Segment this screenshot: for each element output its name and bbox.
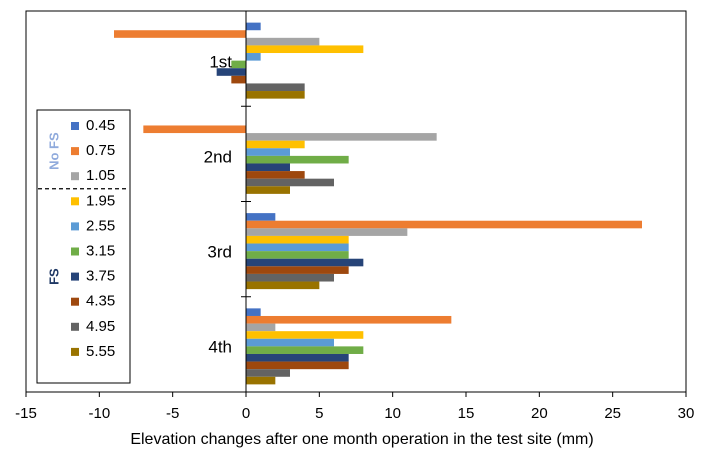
x-tick-label: 5 — [315, 405, 323, 422]
bar-3rd-0.75 — [246, 220, 642, 229]
bar-1st-4.35 — [231, 75, 246, 84]
axes-layer: 1st 2nd 3rd 4th -15 -10 -5 0 5 10 15 20 25 30 Elevatio… — [15, 10, 695, 448]
bar-4th-4.35 — [246, 361, 349, 370]
bar-2nd-1.05 — [246, 133, 437, 141]
legend-label-0.75: 0.75 — [86, 142, 115, 159]
legend-box — [36, 109, 131, 384]
legend-swatch-3.15 — [71, 247, 79, 256]
bar-3rd-5.55 — [246, 281, 320, 290]
bar-3rd-0.45 — [246, 213, 276, 221]
x-tick-label: -15 — [15, 405, 37, 422]
bar-4th-3.15 — [246, 346, 364, 354]
plot-area-border — [25, 10, 687, 393]
bar-2nd-1.95 — [246, 140, 305, 149]
legend-label-4.95: 4.95 — [86, 318, 115, 335]
bar-1st-1.95 — [246, 45, 364, 54]
bar-1st-1.05 — [246, 37, 320, 46]
bar-4th-5.55 — [246, 376, 276, 385]
bar-1st-4.95 — [246, 83, 305, 92]
bar-3rd-1.95 — [246, 235, 349, 244]
bar-2nd-2.55 — [246, 148, 290, 156]
bar-1st-3.15 — [231, 60, 246, 69]
legend-swatch-1.95 — [71, 197, 79, 206]
bar-1st-3.75 — [216, 68, 246, 76]
legend: 0.45 0.75 1.05 No FS 1.95 2.55 3.15 3.75 4.35 4.9… — [36, 109, 131, 384]
bar-4th-0.45 — [246, 308, 261, 316]
legend-swatch-4.95 — [71, 322, 79, 331]
bar-2nd-4.35 — [246, 171, 305, 179]
category-label: 3rd — [207, 242, 232, 261]
legend-swatch-0.45 — [71, 122, 79, 130]
legend-label-4.35: 4.35 — [86, 293, 115, 310]
legend-label-1.95: 1.95 — [86, 192, 115, 209]
bar-4th-3.75 — [246, 353, 349, 362]
legend-label-2.55: 2.55 — [86, 217, 115, 234]
legend-swatch-2.55 — [71, 222, 79, 231]
bar-3rd-4.95 — [246, 273, 334, 282]
legend-swatch-5.55 — [71, 347, 79, 356]
bar-4th-4.95 — [246, 369, 290, 377]
bar-4th-0.75 — [246, 315, 452, 324]
x-tick-label: -10 — [88, 405, 110, 422]
bar-1st-5.55 — [246, 91, 305, 99]
bar-4th-1.95 — [246, 331, 364, 339]
legend-swatch-3.75 — [71, 272, 79, 281]
x-tick-label: -5 — [166, 405, 179, 422]
category-label: 2nd — [204, 147, 232, 166]
bar-2nd-0.75 — [143, 125, 246, 134]
legend-group-label: FS — [46, 268, 61, 285]
bar-3rd-3.15 — [246, 251, 349, 259]
x-tick-label: 20 — [531, 405, 548, 422]
legend-label-5.55: 5.55 — [86, 343, 115, 360]
bar-2nd-5.55 — [246, 186, 290, 194]
legend-label-1.05: 1.05 — [86, 167, 115, 184]
x-axis-label: Elevation changes after one month operat… — [130, 431, 593, 448]
bar-4th-2.55 — [246, 338, 334, 347]
category-label: 4th — [208, 337, 232, 356]
category-label: 1st — [209, 52, 232, 71]
bar-3rd-2.55 — [246, 243, 349, 252]
bar-1st-2.55 — [246, 53, 261, 61]
bar-4th-1.05 — [246, 323, 276, 332]
bar-2nd-3.15 — [246, 155, 349, 164]
bar-3rd-1.05 — [246, 228, 408, 236]
bars-layer — [114, 22, 642, 385]
bar-1st-0.75 — [114, 30, 246, 38]
legend-swatch-4.35 — [71, 297, 79, 306]
bar-2nd-4.95 — [246, 178, 334, 187]
bar-2nd-3.75 — [246, 163, 290, 172]
x-tick-label: 25 — [604, 405, 621, 422]
x-tick-label: 30 — [678, 405, 695, 422]
legend-label-0.45: 0.45 — [86, 117, 115, 134]
legend-label-3.15: 3.15 — [86, 242, 115, 259]
bar-1st-0.45 — [246, 22, 261, 31]
x-tick-label: 0 — [242, 405, 250, 422]
legend-label-3.75: 3.75 — [86, 268, 115, 285]
legend-swatch-0.75 — [71, 147, 79, 156]
x-tick-label: 15 — [458, 405, 475, 422]
legend-group-label: No FS — [46, 132, 61, 170]
bar-3rd-4.35 — [246, 266, 349, 274]
bar-3rd-3.75 — [246, 258, 364, 267]
legend-swatch-1.05 — [71, 172, 79, 181]
x-tick-label: 10 — [384, 405, 401, 422]
